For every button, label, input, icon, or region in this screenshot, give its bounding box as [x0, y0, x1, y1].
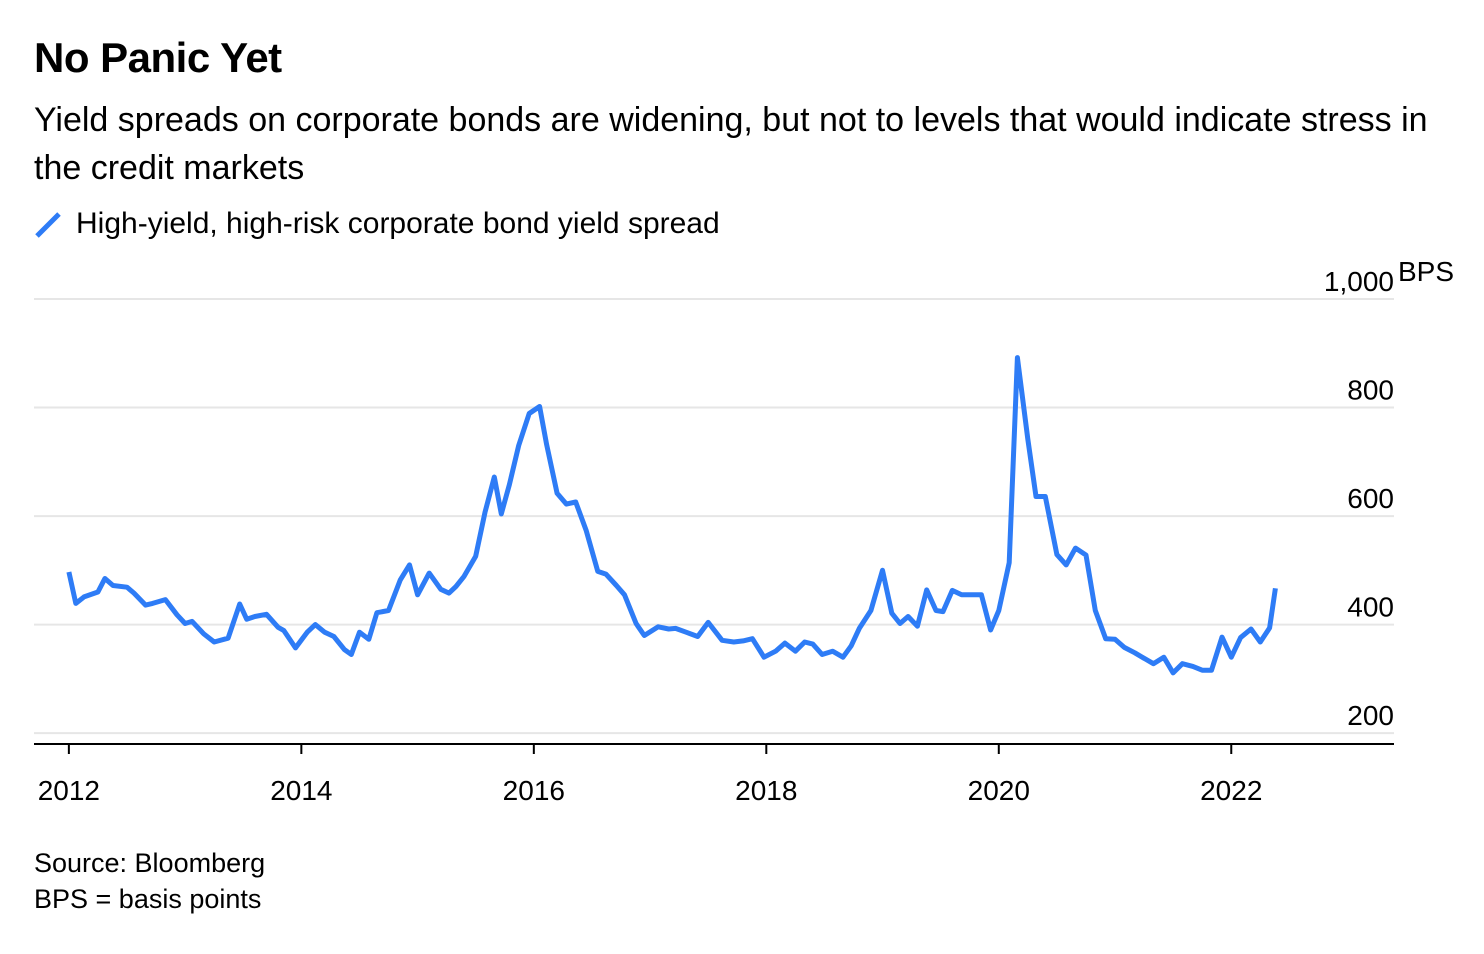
y-tick-label: 200: [1347, 700, 1394, 731]
y-tick-label: 1,000: [1324, 266, 1394, 297]
legend-line-icon: [34, 209, 64, 239]
y-axis-ticks: 200 400 600 800 1,000 BPS: [1324, 256, 1454, 731]
series-layer: [66, 355, 1278, 676]
x-tick-label: 2020: [968, 775, 1030, 806]
x-tick-label: 2016: [503, 775, 565, 806]
legend: High-yield, high-risk corporate bond yie…: [34, 206, 720, 242]
chart-title: No Panic Yet: [34, 34, 282, 81]
y-unit-label: BPS: [1398, 256, 1454, 287]
y-tick-label: 800: [1347, 375, 1394, 406]
y-tick-label: 400: [1347, 592, 1394, 623]
x-tick-label: 2014: [270, 775, 332, 806]
series-line-high-yield-spread: [66, 355, 1278, 676]
x-tick-label: 2022: [1200, 775, 1262, 806]
x-tick-label: 2018: [735, 775, 797, 806]
legend-label: High-yield, high-risk corporate bond yie…: [76, 207, 720, 240]
y-tick-label: 600: [1347, 483, 1394, 514]
source-note: Source: Bloomberg: [34, 848, 266, 878]
units-note: BPS = basis points: [34, 884, 262, 914]
x-tick-label: 2012: [38, 775, 100, 806]
chart-subtitle: Yield spreads on corporate bonds are wid…: [34, 101, 1428, 187]
gridlines: [34, 298, 1394, 735]
x-axis: 2012 2014 2016 2018 2020 2022: [34, 743, 1394, 806]
